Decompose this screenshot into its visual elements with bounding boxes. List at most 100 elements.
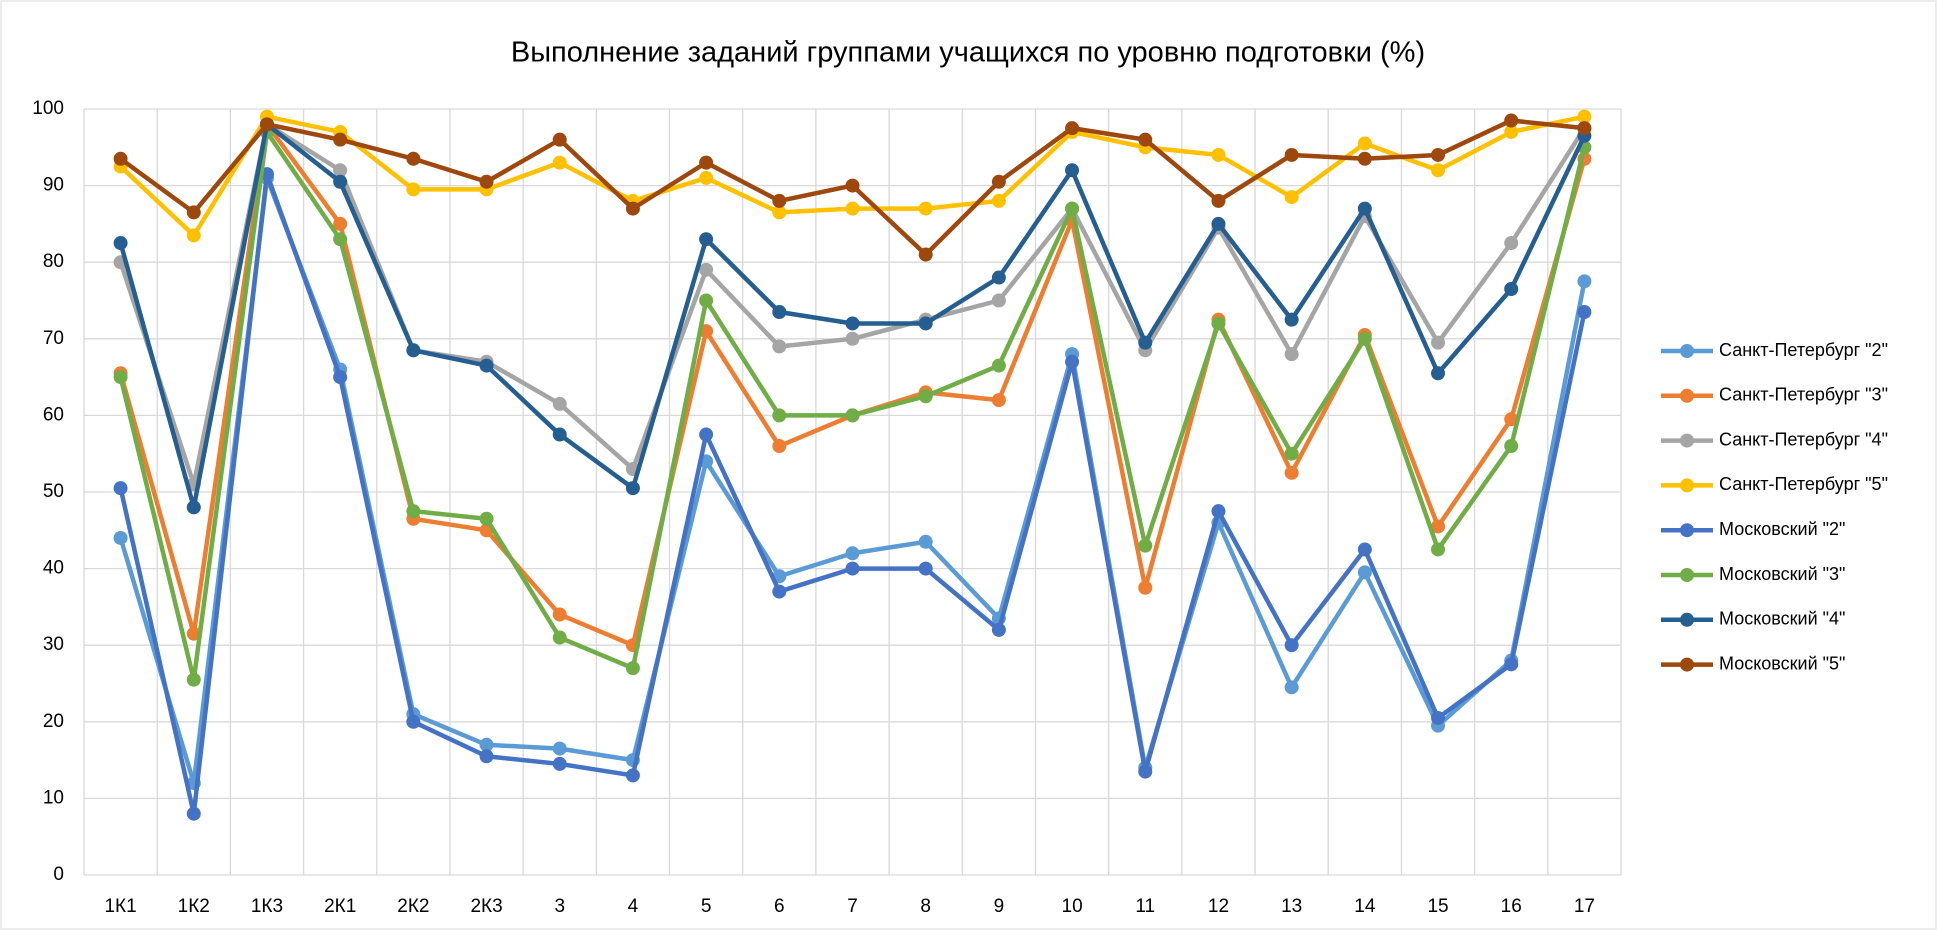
legend-item: Санкт-Петербург "5": [1661, 474, 1888, 494]
data-point: [1065, 163, 1080, 178]
data-point: [772, 205, 787, 220]
data-point: [845, 201, 860, 216]
data-point: [625, 768, 640, 783]
data-point: [406, 151, 421, 166]
data-point: [991, 193, 1006, 208]
data-point: [1577, 109, 1592, 124]
x-tick-label: 1К3: [251, 896, 283, 917]
y-tick-label: 10: [43, 787, 64, 808]
legend-marker: [1680, 523, 1694, 538]
data-point: [1577, 121, 1592, 136]
legend-label: Санкт-Петербург "5": [1719, 474, 1888, 494]
y-tick-label: 20: [43, 711, 64, 732]
data-point: [552, 756, 567, 771]
y-tick-label: 80: [43, 251, 64, 272]
data-point: [1504, 439, 1519, 454]
y-tick-label: 60: [43, 404, 64, 425]
data-point: [918, 561, 933, 576]
data-point: [333, 163, 348, 178]
data-point: [625, 481, 640, 496]
x-tick-label: 13: [1281, 896, 1302, 917]
x-tick-label: 4: [628, 896, 639, 917]
data-point: [1431, 710, 1446, 725]
x-tick-label: 1К1: [104, 896, 136, 917]
data-point: [1504, 236, 1519, 251]
data-point: [1577, 274, 1592, 289]
data-point: [1357, 136, 1372, 151]
data-point: [699, 155, 714, 170]
data-point: [1357, 151, 1372, 166]
data-point: [699, 427, 714, 442]
data-point: [845, 561, 860, 576]
data-point: [552, 427, 567, 442]
data-point: [991, 622, 1006, 637]
data-point: [1431, 335, 1446, 350]
data-point: [1504, 113, 1519, 128]
x-tick-label: 7: [847, 896, 858, 917]
legend-item: Московский "3": [1661, 564, 1845, 584]
legend-marker: [1680, 657, 1694, 672]
data-point: [479, 737, 494, 752]
y-tick-label: 40: [43, 558, 64, 579]
x-tick-label: 2К2: [397, 896, 429, 917]
y-tick-label: 70: [43, 328, 64, 349]
data-point: [186, 672, 201, 687]
data-point: [1211, 216, 1226, 231]
data-point: [186, 228, 201, 243]
data-point: [406, 714, 421, 729]
x-tick-label: 16: [1501, 896, 1522, 917]
data-point: [333, 232, 348, 247]
data-point: [918, 247, 933, 262]
data-point: [1284, 638, 1299, 653]
data-point: [772, 304, 787, 319]
data-point: [406, 343, 421, 358]
data-point: [772, 584, 787, 599]
data-point: [113, 481, 128, 496]
data-point: [918, 389, 933, 404]
data-point: [113, 530, 128, 545]
x-tick-label: 9: [994, 896, 1005, 917]
legend-item: Московский "5": [1661, 653, 1845, 673]
legend-item: Санкт-Петербург "4": [1661, 429, 1888, 449]
legend-marker: [1680, 478, 1694, 493]
x-tick-label: 15: [1427, 896, 1448, 917]
data-point: [918, 534, 933, 549]
data-point: [918, 201, 933, 216]
data-point: [699, 232, 714, 247]
legend-label: Московский "2": [1719, 519, 1845, 539]
data-point: [1431, 519, 1446, 534]
legend-label: Московский "4": [1719, 609, 1845, 629]
data-point: [479, 511, 494, 526]
x-tick-label: 2К3: [470, 896, 502, 917]
x-tick-label: 12: [1208, 896, 1229, 917]
data-point: [991, 293, 1006, 308]
data-point: [772, 339, 787, 354]
legend-marker: [1680, 388, 1694, 403]
legend-label: Московский "5": [1719, 653, 1845, 673]
x-tick-label: 2К1: [324, 896, 356, 917]
y-tick-label: 30: [43, 634, 64, 655]
data-point: [259, 117, 274, 132]
x-tick-label: 11: [1135, 896, 1155, 917]
y-tick-label: 100: [32, 98, 64, 119]
data-point: [625, 661, 640, 676]
data-point: [991, 174, 1006, 189]
legend-marker: [1680, 612, 1694, 627]
data-point: [552, 155, 567, 170]
data-point: [1504, 282, 1519, 297]
data-point: [552, 741, 567, 756]
data-point: [1431, 366, 1446, 381]
legend-label: Московский "3": [1719, 564, 1845, 584]
data-point: [1284, 446, 1299, 461]
data-point: [479, 358, 494, 373]
data-point: [186, 500, 201, 515]
x-tick-label: 6: [774, 896, 785, 917]
data-point: [699, 293, 714, 308]
data-point: [113, 370, 128, 385]
data-point: [1138, 132, 1153, 147]
y-tick-label: 50: [43, 481, 64, 502]
data-point: [333, 216, 348, 231]
y-tick-label: 0: [53, 864, 64, 885]
